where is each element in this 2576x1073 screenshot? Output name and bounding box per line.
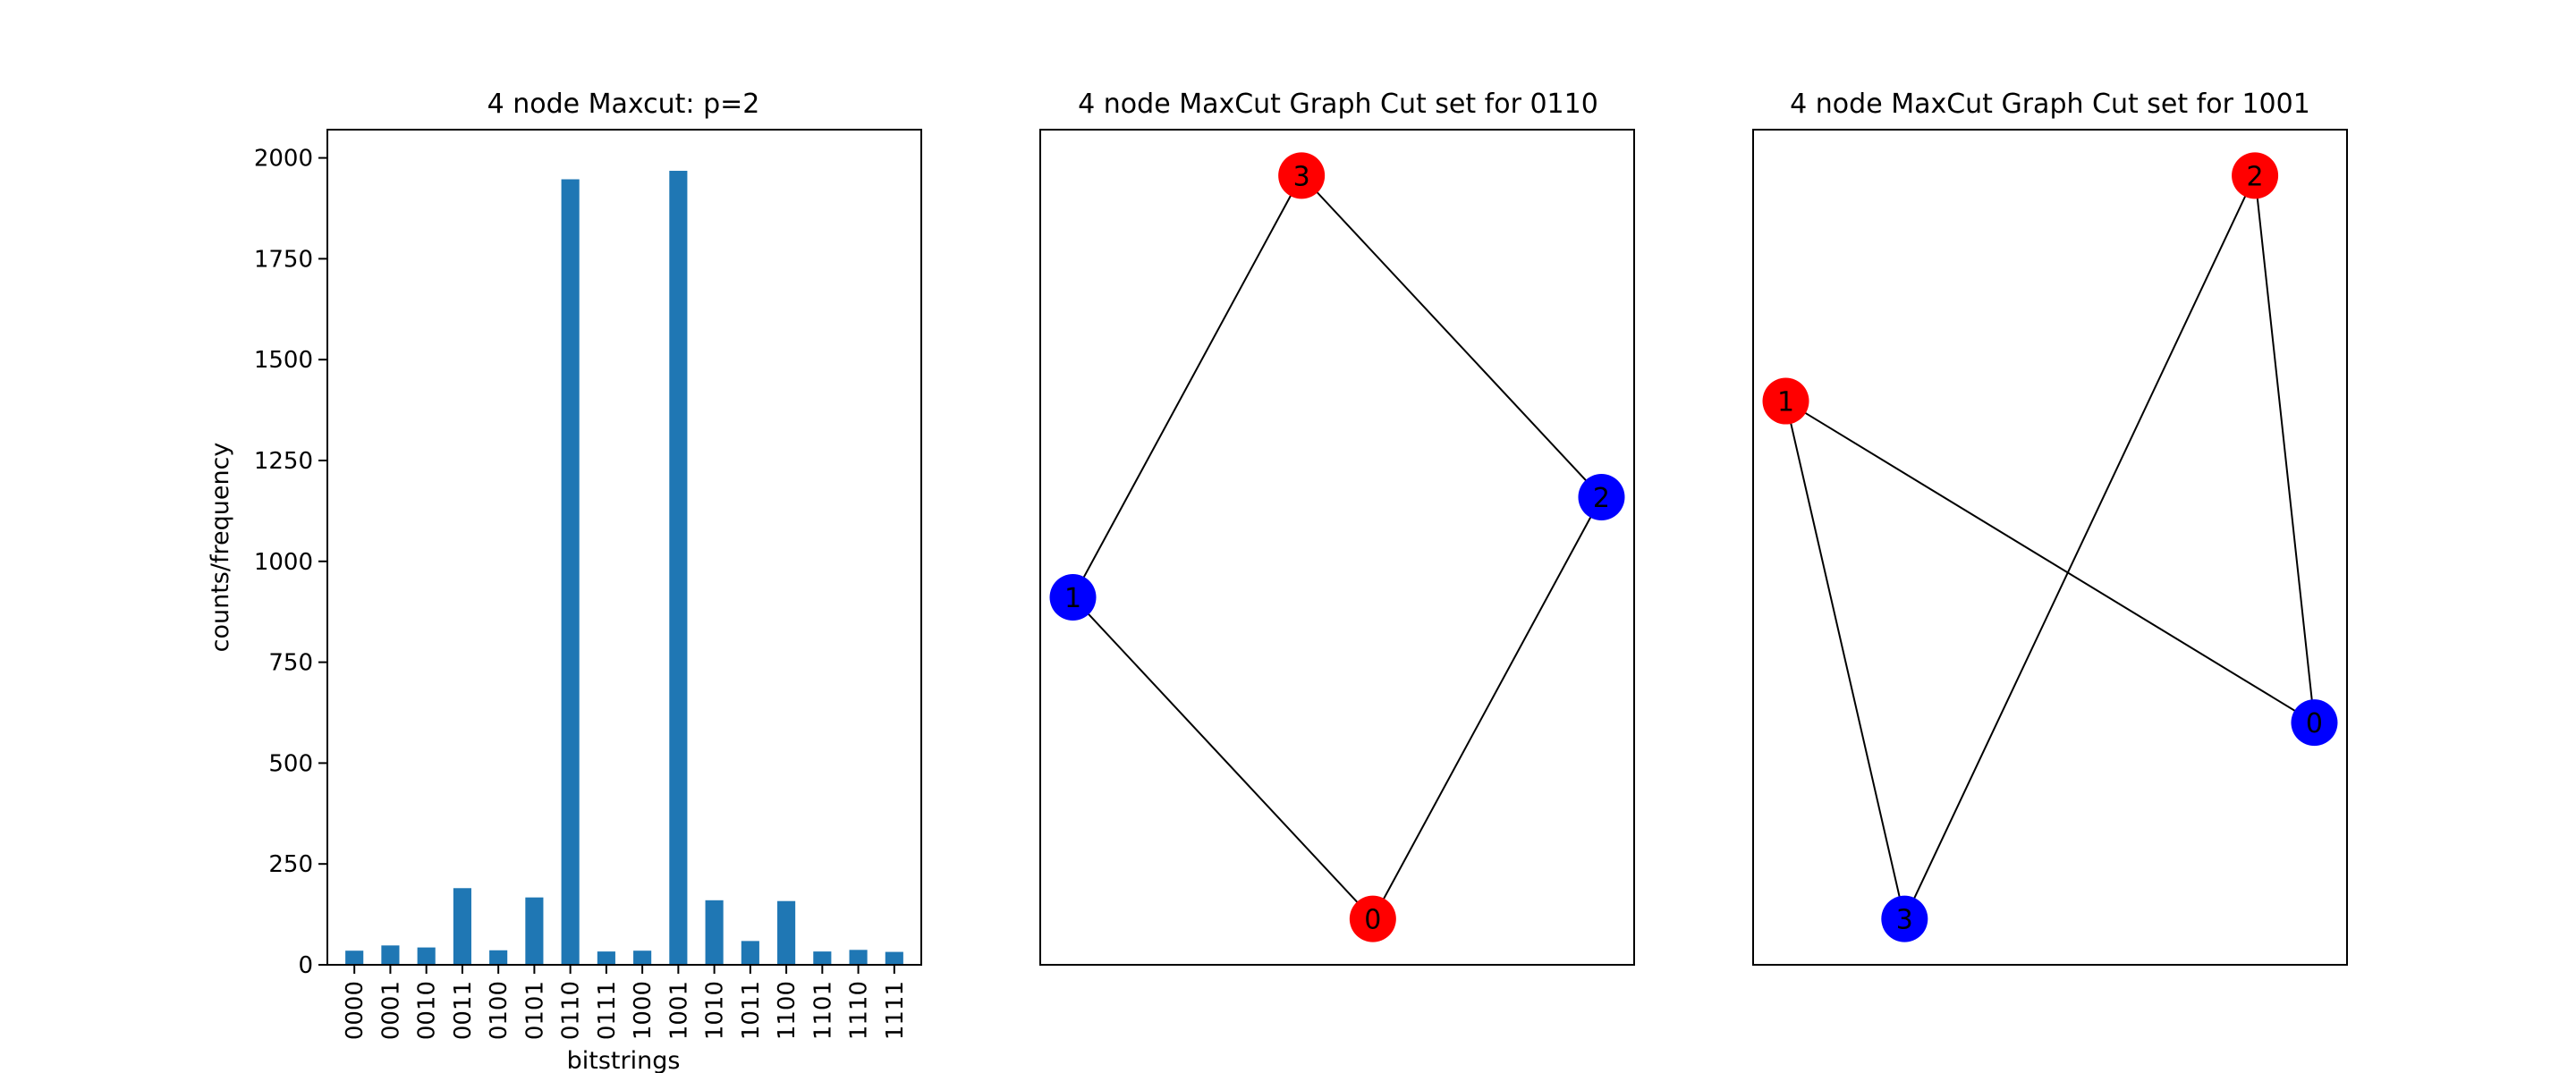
bar-0001 bbox=[381, 945, 400, 965]
graph-0110-node-label-1: 1 bbox=[1064, 583, 1081, 614]
x-tick-label: 0000 bbox=[342, 981, 369, 1040]
x-tick-label: 0100 bbox=[486, 981, 513, 1040]
bar-0101 bbox=[525, 897, 544, 965]
x-tick-label: 1101 bbox=[809, 981, 836, 1040]
y-tick-label: 750 bbox=[268, 650, 313, 677]
x-tick-label: 0111 bbox=[594, 981, 621, 1040]
x-tick-label: 0110 bbox=[558, 981, 585, 1040]
y-tick-label: 1250 bbox=[254, 448, 313, 475]
bar-0110 bbox=[561, 179, 580, 965]
graph-1001-node-label-2: 2 bbox=[2247, 161, 2264, 192]
graph-0110-edges bbox=[1072, 174, 1603, 920]
graph-0110-edge-0-1 bbox=[1072, 596, 1374, 920]
graph-1001-node-3 bbox=[1881, 895, 1928, 942]
bar-0111 bbox=[597, 951, 615, 965]
y-axis-ticks: 0 250 500 750 1000 1250 1500 1750 2000 bbox=[254, 146, 327, 979]
y-tick-label: 500 bbox=[268, 750, 313, 777]
graph-0110-edge-1-3 bbox=[1072, 174, 1303, 598]
bar-1010 bbox=[705, 900, 724, 965]
graph-1001-node-label-0: 0 bbox=[2306, 708, 2323, 739]
graph-1001-node-0 bbox=[2291, 699, 2338, 747]
graph-0110-edge-2-3 bbox=[1301, 174, 1603, 498]
bar-1011 bbox=[741, 941, 759, 965]
graph-panel-1001: 4 node MaxCut Graph Cut set for 1001 0 1 2… bbox=[1752, 89, 2348, 966]
x-tick-label: 1011 bbox=[738, 981, 765, 1040]
x-tick-label: 0001 bbox=[377, 981, 404, 1040]
y-tick-label: 0 bbox=[298, 952, 313, 979]
x-tick-label: 1001 bbox=[665, 981, 692, 1040]
bar-1001 bbox=[669, 171, 688, 965]
x-tick-label: 1000 bbox=[630, 981, 657, 1040]
bar-chart-axes-frame bbox=[326, 129, 922, 966]
bar-1101 bbox=[813, 951, 832, 965]
graph-1001-node-2 bbox=[2232, 152, 2279, 199]
bar-chart-panel: 4 node Maxcut: p=2 0 250 500 750 1000 1250 150… bbox=[207, 89, 922, 1073]
bar-marks bbox=[345, 171, 903, 965]
y-tick-label: 2000 bbox=[254, 146, 313, 173]
bar-chart-title: 4 node Maxcut: p=2 bbox=[487, 89, 760, 120]
y-tick-label: 250 bbox=[268, 851, 313, 878]
x-tick-label: 0010 bbox=[414, 981, 441, 1040]
graph-1001-edge-2-3 bbox=[1903, 174, 2256, 920]
x-tick-label: 1110 bbox=[846, 981, 873, 1040]
y-tick-label: 1500 bbox=[254, 347, 313, 374]
x-tick-label: 1100 bbox=[774, 981, 801, 1040]
graph-1001-node-1 bbox=[1762, 377, 1809, 425]
graph-1001-nodes: 0 1 2 3 bbox=[1762, 152, 2338, 942]
bar-0000 bbox=[345, 950, 364, 965]
x-tick-label: 0101 bbox=[521, 981, 548, 1040]
graph-1001-edge-0-2 bbox=[2254, 175, 2316, 723]
graph-0110-node-label-3: 3 bbox=[1293, 161, 1310, 192]
graph-1001-edge-1-3 bbox=[1784, 401, 1906, 919]
graph-0110-node-0 bbox=[1349, 895, 1396, 942]
graph-1001-edges bbox=[1784, 174, 2316, 920]
bar-1000 bbox=[633, 950, 652, 965]
x-axis-label: bitstrings bbox=[567, 1047, 681, 1073]
bar-0011 bbox=[453, 888, 471, 965]
graph-0110-node-1 bbox=[1049, 574, 1097, 621]
bar-1100 bbox=[777, 900, 796, 965]
bar-1110 bbox=[849, 950, 868, 965]
bar-1111 bbox=[885, 951, 903, 965]
graph-0110-nodes: 0 1 2 3 bbox=[1049, 152, 1625, 942]
y-tick-label: 1000 bbox=[254, 549, 313, 576]
graph-0110-node-2 bbox=[1578, 473, 1625, 520]
graph-panel-0110: 4 node MaxCut Graph Cut set for 0110 0 1 2… bbox=[1039, 89, 1635, 966]
graph-0110-node-label-2: 2 bbox=[1593, 483, 1610, 514]
x-tick-label: 0011 bbox=[450, 981, 477, 1040]
graph-1001-node-label-3: 3 bbox=[1896, 905, 1913, 936]
x-axis-ticks: 0000 0001 0010 0011 0100 0101 0110 0111 1000 1001… bbox=[342, 965, 909, 1040]
y-tick-label: 1750 bbox=[254, 246, 313, 273]
graph-0110-node-label-0: 0 bbox=[1364, 905, 1381, 936]
graph-1001-edge-0-1 bbox=[1785, 400, 2315, 723]
graph-0110-title: 4 node MaxCut Graph Cut set for 0110 bbox=[1078, 89, 1598, 120]
graph-0110-node-3 bbox=[1278, 152, 1326, 199]
bar-0100 bbox=[489, 950, 508, 965]
x-tick-label: 1010 bbox=[702, 981, 729, 1040]
bar-0010 bbox=[417, 947, 436, 965]
graph-0110-edge-0-2 bbox=[1371, 496, 1603, 920]
x-tick-label: 1111 bbox=[882, 981, 909, 1040]
graph-1001-frame bbox=[1752, 129, 2348, 966]
graph-1001-node-label-1: 1 bbox=[1777, 387, 1794, 418]
graph-1001-title: 4 node MaxCut Graph Cut set for 1001 bbox=[1790, 89, 2310, 120]
y-axis-label: counts/frequency bbox=[207, 443, 234, 653]
graph-0110-frame bbox=[1039, 129, 1635, 966]
